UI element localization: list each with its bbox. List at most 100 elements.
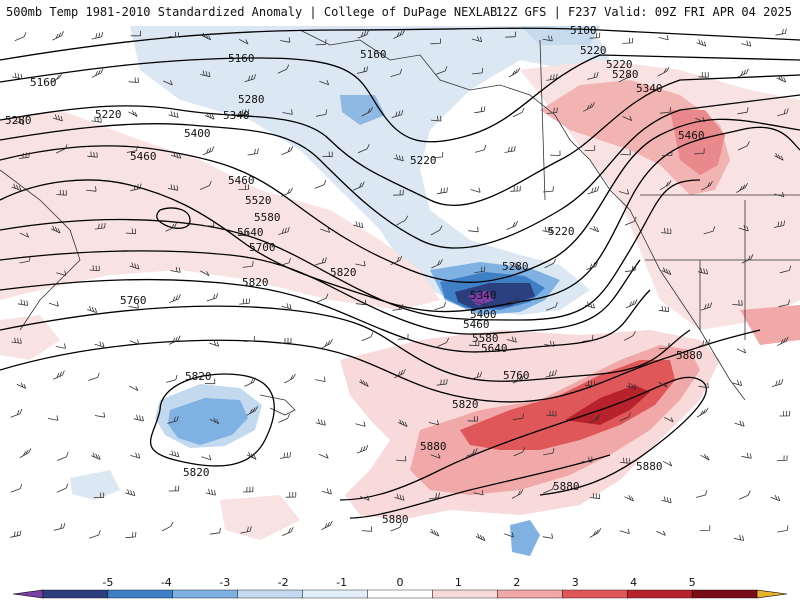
wind-barb xyxy=(128,303,139,309)
wind-barb xyxy=(18,152,30,159)
wind-barb xyxy=(357,29,369,39)
colorbar-swatch xyxy=(367,589,433,599)
wind-barb xyxy=(661,150,673,156)
wind-barb xyxy=(466,447,478,457)
wind-barb xyxy=(238,184,249,190)
wind-barb xyxy=(168,31,180,38)
wind-barb xyxy=(542,484,555,494)
wind-barb xyxy=(361,526,373,532)
wind-barb xyxy=(87,151,98,158)
wind-barb xyxy=(657,66,670,77)
contour-label: 5340 xyxy=(636,82,663,95)
wind-barb xyxy=(624,495,634,502)
wind-barb xyxy=(12,72,23,80)
wind-barb xyxy=(544,258,557,269)
contour-label: 5460 xyxy=(130,150,157,163)
wind-barb xyxy=(355,261,366,267)
wind-barb xyxy=(239,298,250,305)
contour-label: 5700 xyxy=(249,241,276,254)
wind-barb xyxy=(738,490,751,500)
wind-barb xyxy=(209,417,220,425)
wind-barb xyxy=(431,115,442,122)
wind-barb xyxy=(472,67,484,75)
contour-label: 5880 xyxy=(636,460,663,473)
wind-barb xyxy=(55,343,66,349)
colorbar-swatch xyxy=(432,589,498,599)
wind-barb xyxy=(361,106,374,117)
wind-barb xyxy=(436,378,448,386)
wind-barb xyxy=(125,489,136,497)
wind-barb xyxy=(281,187,293,197)
wind-barb xyxy=(204,112,215,120)
wind-barb xyxy=(355,421,366,427)
wind-barb xyxy=(50,73,63,83)
wind-barb xyxy=(242,486,254,493)
wind-barb xyxy=(701,180,713,191)
wind-barb xyxy=(284,373,296,384)
wind-barb xyxy=(390,522,403,532)
wind-barb xyxy=(50,225,61,234)
wind-barb xyxy=(52,114,63,122)
wind-barb xyxy=(741,40,752,47)
wind-barb xyxy=(505,31,516,38)
wind-barb xyxy=(620,149,631,156)
wind-barb xyxy=(352,181,365,191)
wind-barb xyxy=(168,335,181,345)
wind-barb xyxy=(239,39,249,45)
wind-barb xyxy=(55,144,68,154)
wind-barb xyxy=(200,270,210,277)
wind-barb xyxy=(88,372,100,381)
wind-barb xyxy=(206,293,219,302)
wind-barb xyxy=(321,339,333,349)
wind-barb xyxy=(19,448,32,458)
coastlines xyxy=(0,29,800,416)
wind-barb xyxy=(583,102,595,112)
wind-barb xyxy=(353,221,364,229)
contour-label: 5460 xyxy=(463,318,490,331)
wind-barb xyxy=(624,331,636,341)
wind-barb xyxy=(128,110,138,117)
wind-barb xyxy=(56,189,67,196)
wind-barb xyxy=(437,337,450,347)
wind-barb xyxy=(504,145,516,153)
wind-barb xyxy=(171,151,182,159)
wind-barb xyxy=(774,191,785,198)
wind-barb xyxy=(430,225,443,236)
contour-label: 5100 xyxy=(570,24,597,37)
wind-barb xyxy=(240,526,252,534)
colorbar-swatch xyxy=(107,589,174,599)
wind-barb xyxy=(391,109,404,118)
colorbar-swatch xyxy=(42,589,109,599)
wind-barb xyxy=(703,226,716,235)
wind-barb xyxy=(130,30,141,37)
wind-barb xyxy=(732,299,743,306)
wind-barb xyxy=(435,66,448,75)
wind-barb xyxy=(698,338,711,347)
wind-barb xyxy=(736,348,747,354)
colorbar-swatch xyxy=(562,589,628,599)
contour-label: 5640 xyxy=(481,342,508,355)
wind-barb xyxy=(202,146,215,156)
wind-barb xyxy=(130,452,141,459)
contour-label: 5460 xyxy=(678,129,705,142)
colorbar: -5 -4 -3 -2 -1 0 1 2 3 4 5 xyxy=(12,576,788,599)
wind-barb xyxy=(658,34,669,41)
contour-label: 5820 xyxy=(452,398,479,411)
wind-barb xyxy=(392,304,404,311)
wind-barb xyxy=(626,382,637,390)
contour-label: 5880 xyxy=(553,480,580,493)
wind-barb xyxy=(129,339,140,345)
wind-barb xyxy=(773,220,786,228)
wind-barb xyxy=(125,531,137,539)
wind-barb xyxy=(622,115,633,121)
wind-barb xyxy=(282,109,293,115)
contour-label: 5400 xyxy=(184,127,211,140)
colorbar-max-arrow xyxy=(756,589,788,599)
wind-barb xyxy=(470,187,481,193)
wind-barb xyxy=(738,141,750,151)
contour-label: 5160 xyxy=(30,76,57,89)
wind-barb xyxy=(281,146,294,156)
wind-barb xyxy=(618,72,631,83)
wind-barb xyxy=(584,380,596,387)
